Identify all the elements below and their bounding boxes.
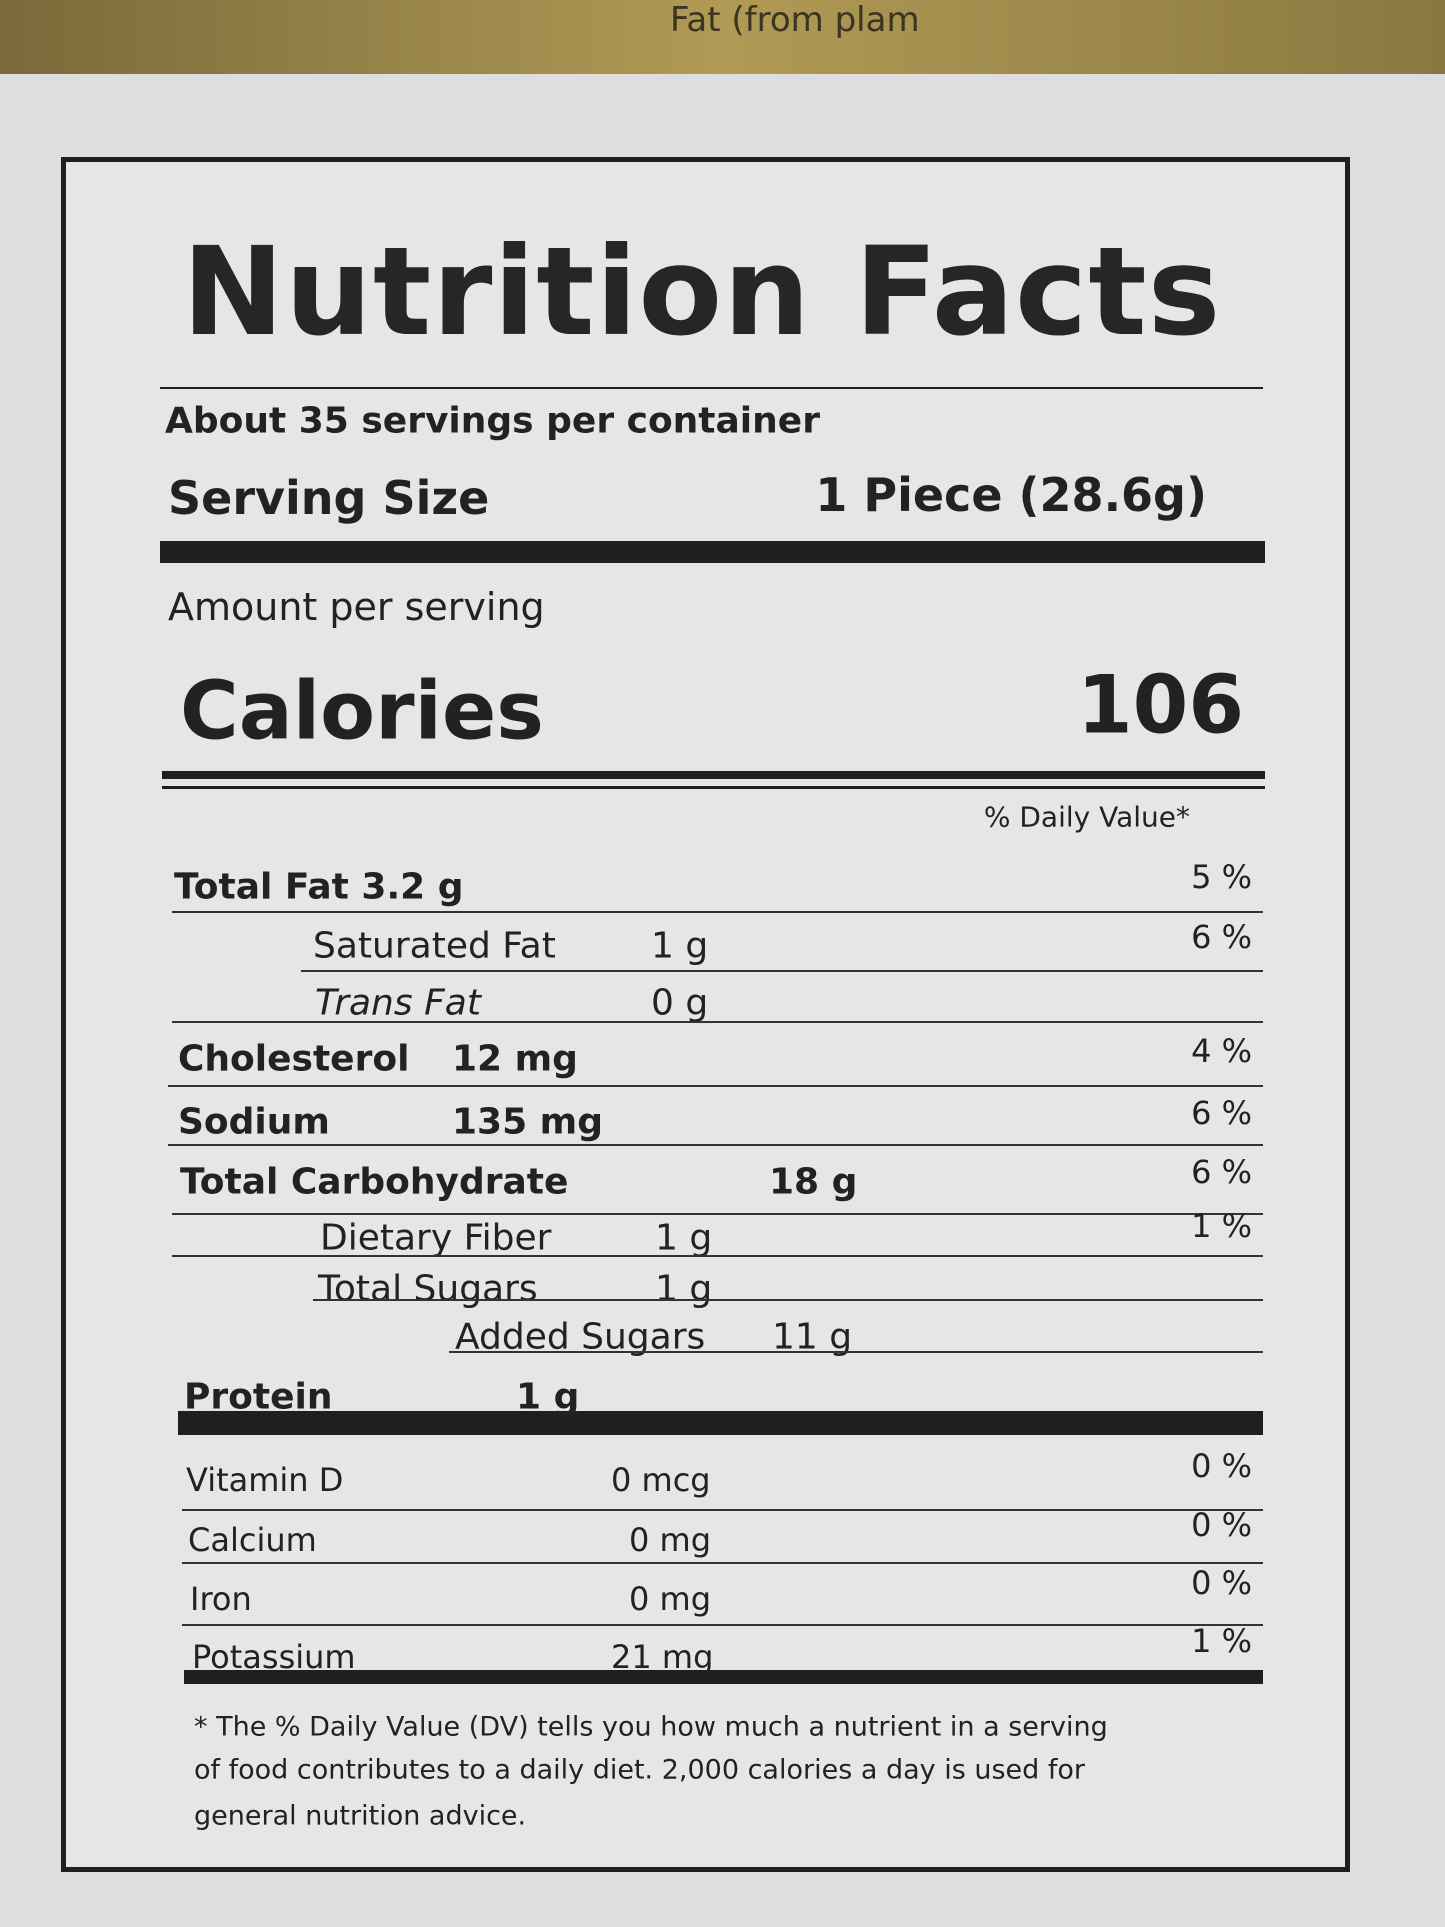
serving-size-label: Serving Size	[168, 471, 490, 525]
nutrient-amount: 0 g	[651, 982, 709, 1024]
row-rule	[172, 1213, 1263, 1215]
row-rule	[301, 970, 1263, 972]
nutrient-dv: 5 %	[1191, 858, 1252, 896]
nutrient-dv: 0 %	[1191, 1447, 1252, 1485]
rule	[162, 771, 1265, 779]
rule	[162, 786, 1265, 789]
nutrient-amount: 21 mg	[611, 1638, 714, 1676]
nutrient-dv: 6 %	[1191, 1153, 1252, 1191]
nutrient-amount: 1 g	[655, 1268, 713, 1310]
nutrient-name: Sodium	[178, 1101, 330, 1143]
row-rule	[182, 1509, 1263, 1511]
row-rule	[168, 1085, 1263, 1087]
daily-value-heading: % Daily Value*	[983, 800, 1190, 834]
nutrient-name: Cholesterol	[178, 1038, 410, 1080]
row-rule	[313, 1299, 1263, 1301]
nutrient-name: Protein	[184, 1376, 333, 1418]
row-rule	[182, 1624, 1263, 1626]
thick-rule	[184, 1670, 1263, 1684]
title: Nutrition Facts	[182, 221, 1222, 363]
nutrient-amount: 0 mg	[629, 1521, 712, 1559]
calories-value: 106	[1077, 658, 1244, 752]
nutrient-name: Vitamin D	[186, 1461, 344, 1499]
row-rule	[182, 1562, 1263, 1564]
nutrient-name: Saturated Fat	[313, 925, 556, 967]
nutrient-dv: 6 %	[1191, 1094, 1252, 1132]
row-rule	[172, 911, 1263, 913]
nutrient-amount: 1 g	[516, 1376, 580, 1418]
nutrient-amount: 18 g	[769, 1161, 858, 1203]
serving-size-value: 1 Piece (28.6g)	[815, 468, 1207, 522]
label-box	[61, 157, 1350, 1872]
footnote-line: general nutrition advice.	[194, 1800, 527, 1832]
nutrient-dv: 6 %	[1191, 918, 1252, 956]
packaging-band	[0, 0, 1445, 74]
rule	[160, 387, 1263, 389]
servings: About 35 servings per container	[165, 400, 820, 442]
nutrient-amount: 11 g	[772, 1316, 853, 1358]
nutrient-amount: 12 mg	[452, 1038, 578, 1080]
amount-per-serving: Amount per serving	[168, 585, 545, 629]
nutrient-amount: 1 g	[655, 1217, 713, 1259]
footnote-line: * The % Daily Value (DV) tells you how m…	[194, 1711, 1108, 1743]
nutrient-dv: 1 %	[1191, 1622, 1252, 1660]
nutrient-amount: 1 g	[651, 925, 709, 967]
row-rule	[172, 1255, 1263, 1257]
background-text: Fat (from plam	[670, 0, 920, 40]
nutrient-dv: 0 %	[1191, 1564, 1252, 1602]
footnote-line: of food contributes to a daily diet. 2,0…	[194, 1754, 1086, 1786]
nutrient-name: Dietary Fiber	[320, 1217, 552, 1259]
nutrient-name: Iron	[190, 1580, 252, 1618]
nutrient-dv: 1 %	[1191, 1207, 1252, 1245]
nutrient-dv: 0 %	[1191, 1506, 1252, 1544]
row-rule	[172, 1021, 1263, 1023]
nutrient-amount: 0 mcg	[611, 1461, 711, 1499]
nutrient-dv: 4 %	[1191, 1032, 1252, 1070]
nutrient-name: Added Sugars	[455, 1316, 706, 1358]
thick-rule	[178, 1411, 1263, 1435]
nutrient-name: Total Sugars	[318, 1268, 538, 1310]
nutrient-name: Calcium	[188, 1521, 317, 1559]
row-rule	[449, 1351, 1263, 1353]
nutrient-name: Potassium	[192, 1638, 356, 1676]
nutrient-amount: 135 mg	[452, 1101, 603, 1143]
nutrient-name: Total Fat 3.2 g	[174, 866, 464, 908]
thick-rule	[160, 541, 1265, 563]
calories-label: Calories	[180, 664, 544, 758]
nutrient-name: Trans Fat	[315, 982, 481, 1024]
nutrient-amount: 0 mg	[629, 1580, 712, 1618]
row-rule	[168, 1144, 1263, 1146]
nutrient-name: Total Carbohydrate	[180, 1161, 569, 1203]
